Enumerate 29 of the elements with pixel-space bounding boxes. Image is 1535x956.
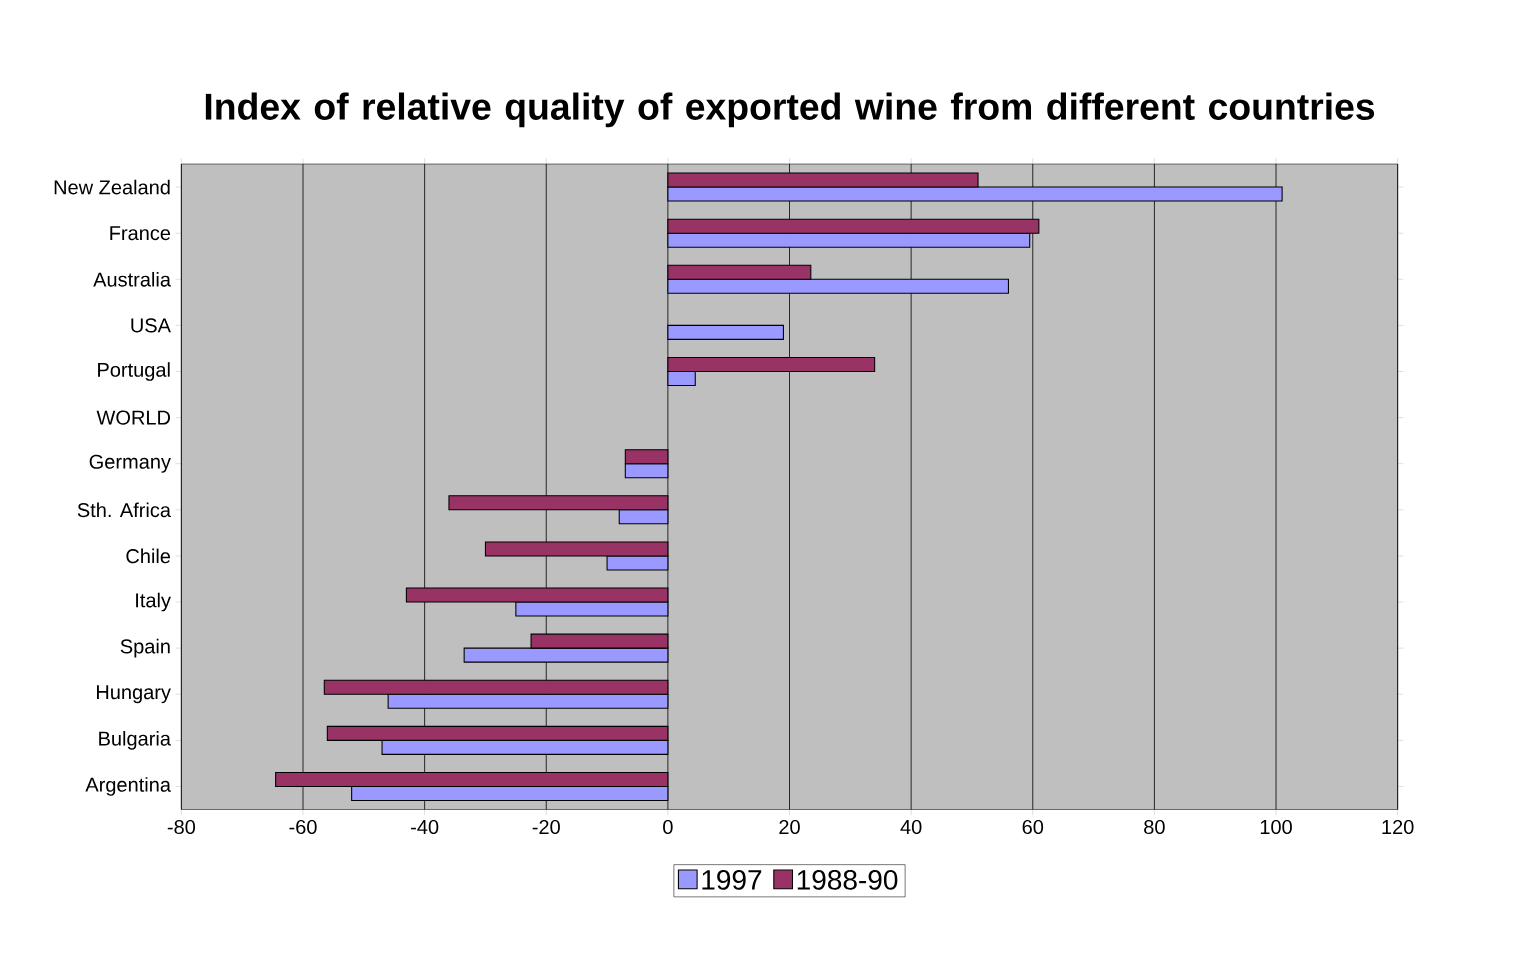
y-tick-label: Hungary — [96, 685, 171, 704]
y-tick-label: Bulgaria — [99, 730, 171, 750]
y-tick-label: Spain — [120, 638, 170, 658]
x-tick-label: 60 — [1022, 819, 1044, 834]
y-tick-label: Chile — [126, 548, 171, 564]
x-tick-label: 100 — [1260, 819, 1292, 834]
bar — [667, 324, 784, 340]
x-tick-label: -40 — [411, 819, 439, 834]
y-tick-label: WORLD — [96, 410, 171, 425]
x-tick-label: -20 — [532, 819, 560, 834]
legend-label: 1988-90 — [797, 869, 898, 890]
x-tick-label: 0 — [663, 819, 673, 834]
y-tick-label: Italy — [136, 592, 171, 612]
x-tick-label: 40 — [900, 819, 922, 834]
x-tick-label: 120 — [1382, 819, 1414, 834]
y-tick-label: Sth. Africa — [77, 502, 171, 518]
x-tick-label: 80 — [1144, 819, 1165, 834]
y-tick-label: Portugal — [98, 362, 170, 381]
y-tick-label: Argentina — [85, 777, 171, 796]
y-tick-label: France — [110, 226, 171, 241]
x-tick-label: -60 — [289, 819, 317, 834]
y-tick-label: New Zealand — [54, 179, 170, 195]
y-tick-label: USA — [131, 318, 171, 333]
x-tick-label: 20 — [779, 819, 800, 834]
x-tick-label: -80 — [167, 819, 196, 834]
legend-label: 1997 — [702, 869, 762, 890]
y-tick-label: Australia — [93, 271, 171, 287]
chart-title: Index of relative quality of exported wine from different countries — [205, 92, 1375, 128]
y-tick-label: Germany — [89, 454, 171, 473]
